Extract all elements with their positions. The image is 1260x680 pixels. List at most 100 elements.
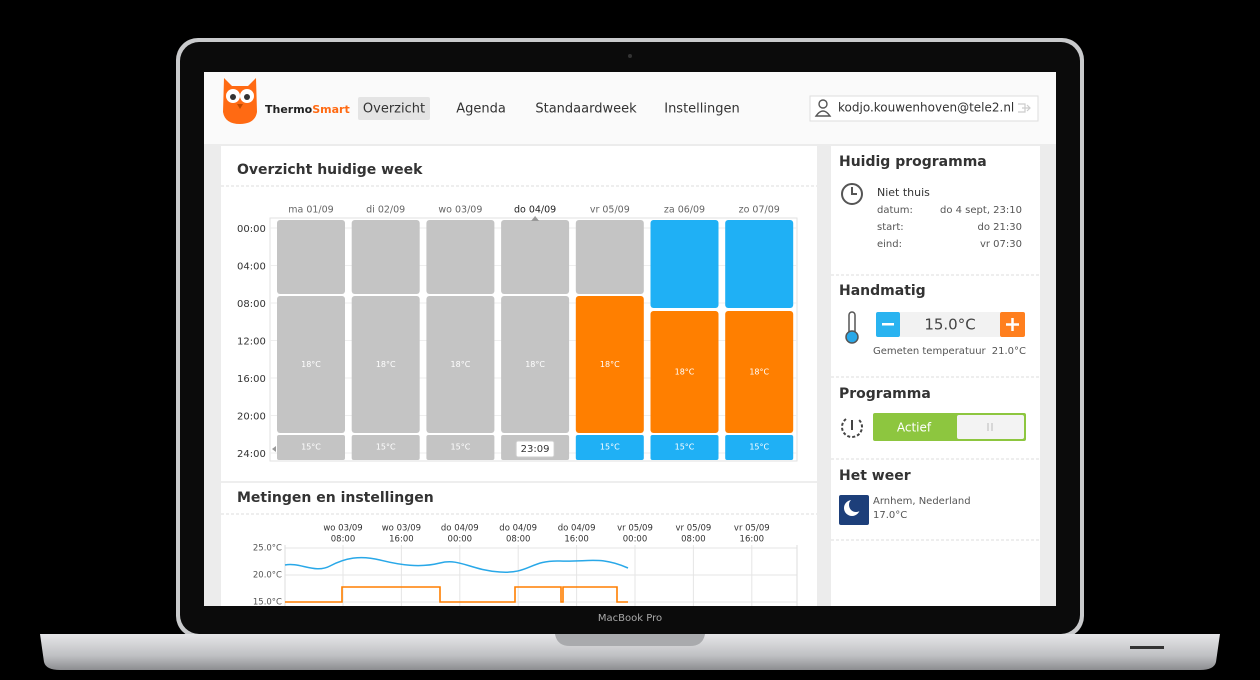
schedule-block <box>501 220 570 294</box>
weather-place: Arnhem, Nederland <box>873 496 971 507</box>
notch <box>555 634 705 646</box>
day-label: ma 01/09 <box>288 205 333 216</box>
schedule-block <box>650 435 719 460</box>
time-label: 04:00 <box>237 262 266 273</box>
x-label: vr 05/09 <box>617 524 653 534</box>
toggle-knob[interactable] <box>957 415 1024 439</box>
program-name: Niet thuis <box>877 186 930 199</box>
nav-item[interactable]: Instellingen <box>664 102 740 117</box>
schedule-block <box>426 296 495 433</box>
day-label: vr 05/09 <box>590 205 630 216</box>
day-label: di 02/09 <box>366 205 405 216</box>
x-label: 00:00 <box>623 535 648 545</box>
schedule-block <box>351 296 420 433</box>
knob-grip <box>987 423 993 431</box>
x-label: vr 05/09 <box>734 524 770 534</box>
weather-temp: 17.0°C <box>873 510 907 521</box>
block-temp: 18°C <box>376 360 396 369</box>
toggle-label: Actief <box>897 421 932 435</box>
program-rows: datum: do 4 sept, 23:10 start: do 21:30 eind… <box>877 205 1022 250</box>
block-temp: 18°C <box>525 360 545 369</box>
x-label: wo 03/09 <box>382 524 421 534</box>
week-grid: 00:00 04:00 08:00 12:00 16:00 20:00 24:00 ma 01… <box>237 205 797 460</box>
schedule-block <box>725 435 794 460</box>
camera <box>628 54 632 58</box>
measured-label: Gemeten temperatuur <box>873 346 987 357</box>
logout-icon[interactable] <box>1018 103 1031 113</box>
schedule-block <box>725 311 794 433</box>
y-label: 20.0°C <box>253 571 282 581</box>
row-value: vr 07:30 <box>980 239 1022 250</box>
user-email: kodjo.kouwenhoven@tele2.nl <box>838 101 1014 115</box>
indicator <box>1130 646 1164 649</box>
row-label: start: <box>877 222 904 233</box>
setpoint-box <box>900 312 1000 337</box>
row-value: do 21:30 <box>978 222 1022 233</box>
schedule-block <box>351 220 420 294</box>
section-title: Handmatig <box>839 283 926 299</box>
power-icon <box>841 418 863 438</box>
y-label: 25.0°C <box>253 544 282 554</box>
time-label: 16:00 <box>237 374 266 385</box>
clock-icon <box>841 183 863 205</box>
moon-shadow <box>849 498 863 512</box>
x-label: 16:00 <box>564 535 589 545</box>
measured-value: 21.0°C <box>992 346 1026 357</box>
time-label: 20:00 <box>237 412 266 423</box>
block-temp: 15°C <box>600 443 620 452</box>
logo-part: Thermo <box>265 103 313 116</box>
x-label: do 04/09 <box>441 524 479 534</box>
setpoint: 15.0°C <box>924 316 975 334</box>
time-label: 00:00 <box>237 224 266 235</box>
day-label: zo 07/09 <box>739 205 780 216</box>
block-temp: 15°C <box>301 443 321 452</box>
plus-sign <box>1006 318 1019 331</box>
nav-item[interactable]: Standaardweek <box>535 102 637 117</box>
schedule-block <box>277 220 345 294</box>
section-title: Huidig programma <box>839 154 987 170</box>
day-label: wo 03/09 <box>438 205 482 216</box>
block-temp: 15°C <box>376 443 396 452</box>
block-temp: 18°C <box>301 360 321 369</box>
block-temp: 15°C <box>451 443 471 452</box>
sidebar <box>831 146 1040 606</box>
minus-sign <box>882 323 894 326</box>
logo-text: ThermoSmart <box>265 103 350 116</box>
row-value: do 4 sept, 23:10 <box>940 205 1022 216</box>
x-label: vr 05/09 <box>676 524 712 534</box>
nav-active-bg <box>358 97 430 120</box>
user-icon <box>814 99 832 117</box>
nav-item[interactable]: Overzicht <box>363 102 425 117</box>
screen: ThermoSmart Overzicht Agenda Standaardwe… <box>204 72 1056 608</box>
measured-line <box>284 556 629 573</box>
time-label: 24:00 <box>237 449 266 460</box>
week-title: Overzicht huidige week <box>237 162 423 178</box>
block-temp: 18°C <box>451 360 471 369</box>
logo-owl <box>223 78 257 124</box>
section-title: Het weer <box>839 468 911 484</box>
now-arrow <box>272 446 276 452</box>
user-box[interactable] <box>809 95 1039 122</box>
block-temp: 18°C <box>600 360 620 369</box>
x-label: wo 03/09 <box>323 524 362 534</box>
schedule-block <box>575 435 644 460</box>
block-temp: 18°C <box>749 368 769 377</box>
time-label: 08:00 <box>237 299 266 310</box>
x-label: do 04/09 <box>499 524 537 534</box>
nav-item[interactable]: Agenda <box>456 102 506 117</box>
x-label: 00:00 <box>448 535 473 545</box>
laptop-base <box>40 634 1220 670</box>
block-temp: 18°C <box>675 368 695 377</box>
section-title: Programma <box>839 386 931 402</box>
x-label: do 04/09 <box>558 524 596 534</box>
schedule-block <box>501 296 570 433</box>
schedule-block <box>277 435 345 460</box>
schedule-block <box>351 435 420 460</box>
now-label: 23:09 <box>521 444 550 455</box>
now-box <box>515 440 555 458</box>
schedule-block <box>277 296 345 433</box>
y-label: 15.0°C <box>253 598 282 608</box>
metingen-title: Metingen en instellingen <box>237 490 434 506</box>
